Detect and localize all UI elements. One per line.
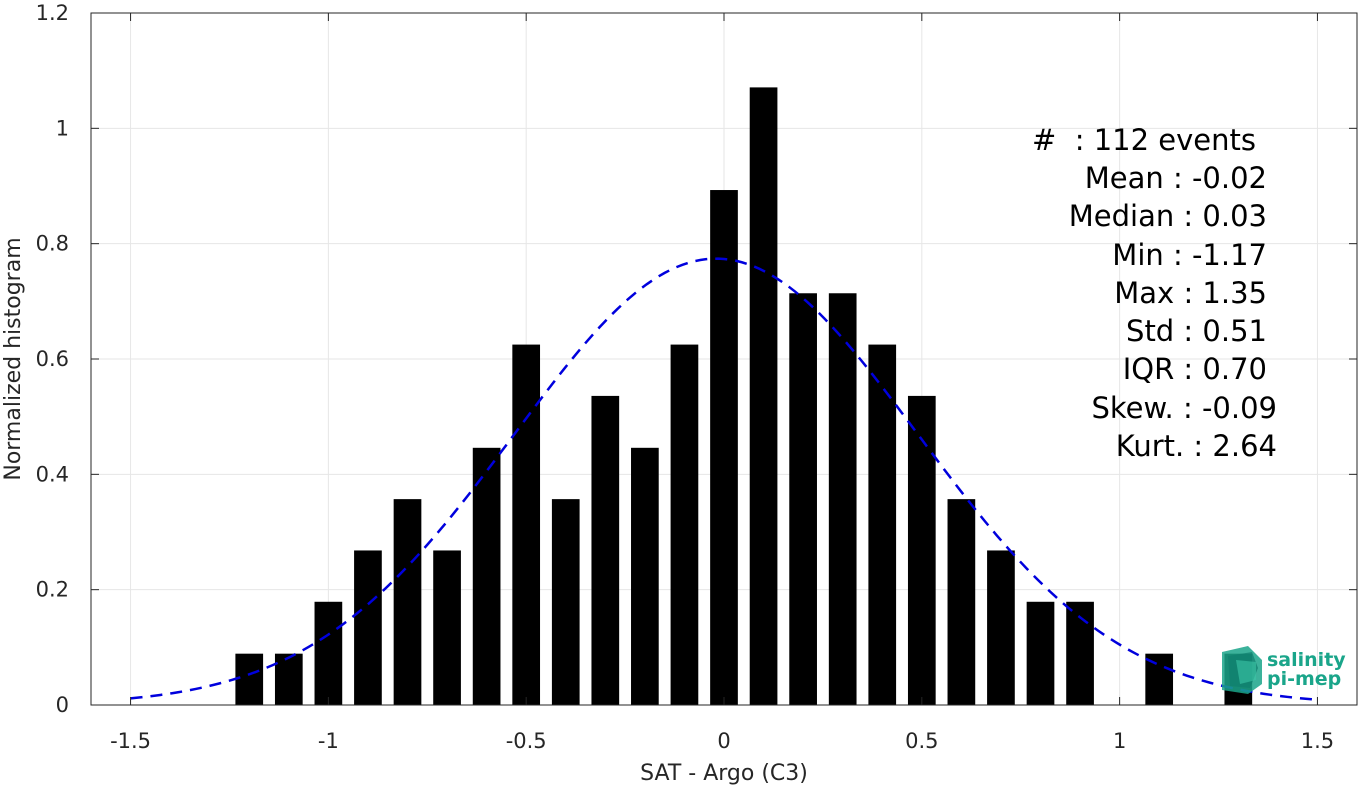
bar-1 bbox=[274, 653, 303, 705]
bar-6 bbox=[472, 447, 501, 705]
stats-line-median: Median : 0.03 bbox=[1069, 199, 1267, 233]
bar-14 bbox=[789, 293, 817, 705]
ticks bbox=[91, 12, 1357, 706]
y-tick-label-3: 0.6 bbox=[36, 347, 69, 371]
bar-21 bbox=[1066, 601, 1094, 705]
bar-20 bbox=[1026, 601, 1055, 705]
x-tick-label-6: 1.5 bbox=[1301, 729, 1334, 753]
y-axis-label: Normalized histogram bbox=[1, 237, 26, 480]
bar-23 bbox=[1145, 653, 1174, 705]
logo-line1: salinity bbox=[1267, 649, 1346, 671]
bar-15 bbox=[828, 293, 857, 705]
stats-line-iqr: IQR : 0.70 bbox=[1123, 352, 1267, 386]
normal-fit-curve bbox=[130, 257, 1318, 701]
stats-line-max: Max : 1.35 bbox=[1114, 276, 1267, 310]
y-tick-label-6: 1.2 bbox=[36, 1, 69, 25]
x-tick-label-0: -1.5 bbox=[110, 729, 151, 753]
x-tick-label-1: -1 bbox=[318, 729, 339, 753]
bar-9 bbox=[591, 395, 620, 705]
stats-line-std: Std : 0.51 bbox=[1126, 314, 1267, 348]
stats-line-kurt: Kurt. : 2.64 bbox=[1116, 429, 1277, 463]
x-tick-label-2: -0.5 bbox=[506, 729, 547, 753]
x-tick-label-3: 0 bbox=[717, 729, 730, 753]
bars bbox=[235, 87, 1253, 705]
y-tick-label-2: 0.4 bbox=[36, 462, 69, 486]
x-tick-label-4: 0.5 bbox=[905, 729, 938, 753]
stats-line-min: Min : -1.17 bbox=[1112, 238, 1267, 272]
bar-16 bbox=[868, 344, 897, 705]
bar-0 bbox=[235, 653, 264, 705]
bar-8 bbox=[551, 499, 580, 705]
statistics-box: # : 112 events Mean : -0.02 Median : 0.0… bbox=[1032, 123, 1277, 463]
y-tick-labels: 0 0.2 0.4 0.6 0.8 1 1.2 bbox=[36, 1, 69, 717]
bar-12 bbox=[710, 190, 738, 705]
bar-5 bbox=[433, 550, 461, 705]
logo-line2: pi-mep bbox=[1267, 668, 1341, 690]
bar-19 bbox=[987, 550, 1015, 705]
bar-11 bbox=[670, 344, 699, 705]
salinity-pi-mep-logo: salinity pi-mep bbox=[1222, 646, 1346, 694]
stats-line-mean: Mean : -0.02 bbox=[1085, 161, 1267, 195]
y-tick-label-5: 1 bbox=[56, 116, 69, 140]
stats-line-count: # : 112 events bbox=[1032, 123, 1256, 157]
bar-13 bbox=[749, 87, 778, 705]
bar-2 bbox=[314, 601, 343, 705]
bar-10 bbox=[631, 447, 659, 705]
y-tick-label-4: 0.8 bbox=[36, 232, 69, 256]
stats-line-skew: Skew. : -0.09 bbox=[1091, 391, 1277, 425]
bar-17 bbox=[907, 395, 936, 705]
bar-7 bbox=[512, 344, 541, 705]
y-tick-label-1: 0.2 bbox=[36, 578, 69, 602]
x-axis-label: SAT - Argo (C3) bbox=[640, 761, 808, 786]
x-tick-label-5: 1 bbox=[1113, 729, 1126, 753]
y-tick-label-0: 0 bbox=[56, 693, 69, 717]
logo-icon bbox=[1222, 646, 1262, 694]
x-tick-labels: -1.5 -1 -0.5 0 0.5 1 1.5 bbox=[110, 729, 1334, 753]
bar-3 bbox=[354, 550, 382, 705]
bar-4 bbox=[393, 499, 422, 705]
bar-18 bbox=[947, 499, 976, 705]
